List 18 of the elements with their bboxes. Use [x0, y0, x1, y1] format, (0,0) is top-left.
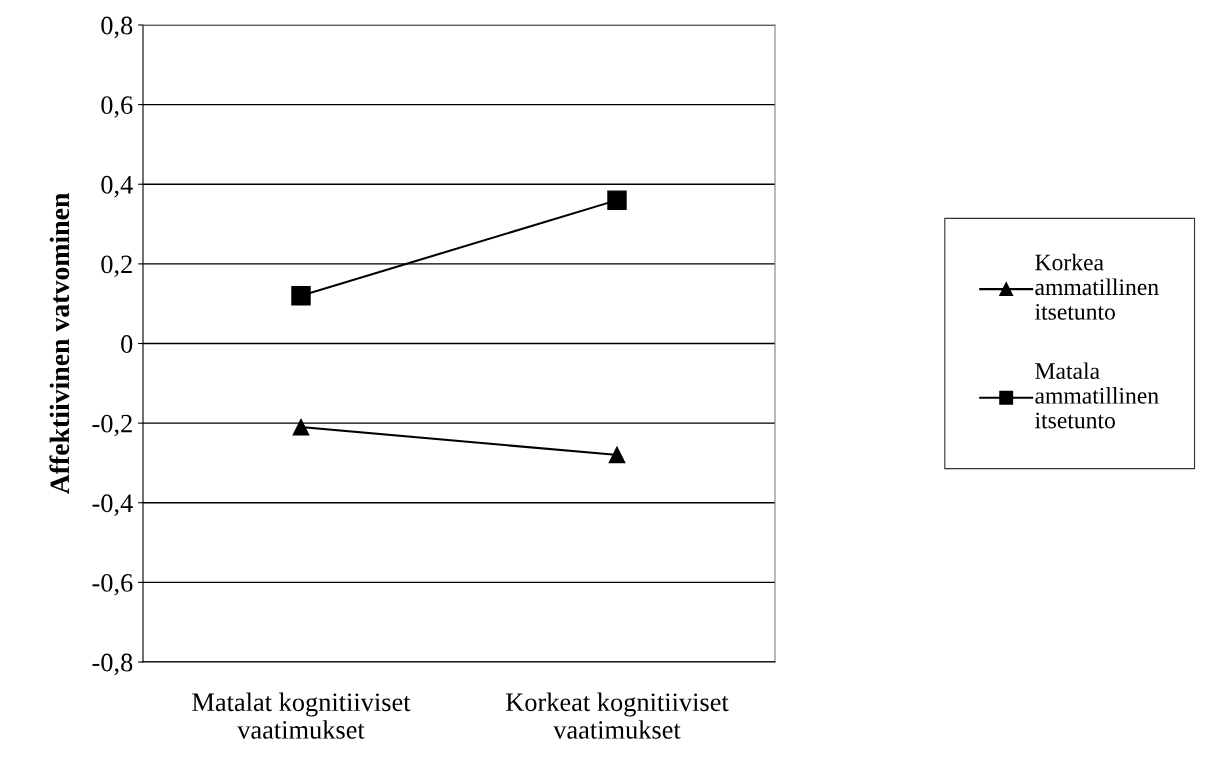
legend-label: Korkea ammatillinen itsetunto: [1035, 253, 1159, 320]
point: [292, 418, 310, 436]
point: [291, 286, 311, 306]
x-tick-label: Korkeat kognitiiviset vaatimukset: [505, 692, 729, 739]
y-tick-label: 0,8: [101, 16, 133, 39]
y-tick-label: -0,2: [92, 414, 132, 437]
x-tick-label: Matalat kognitiiviset vaatimukset: [192, 692, 411, 739]
y-tick-label: -0,8: [92, 653, 133, 676]
y-tick-label: 0,4: [101, 175, 133, 198]
y-tick-label: 0,6: [101, 96, 133, 118]
y-tick-label: -0,6: [92, 573, 133, 596]
point: [608, 446, 626, 464]
legend-label: Matala ammatillinen itsetunto: [1035, 362, 1159, 429]
y-tick-label: 0: [121, 335, 133, 353]
y-tick-label: -0,4: [92, 494, 133, 516]
point: [607, 190, 627, 210]
y-axis-title: Affektiivinen vatvominen: [49, 193, 70, 495]
y-tick-label: 0,2: [101, 255, 132, 278]
